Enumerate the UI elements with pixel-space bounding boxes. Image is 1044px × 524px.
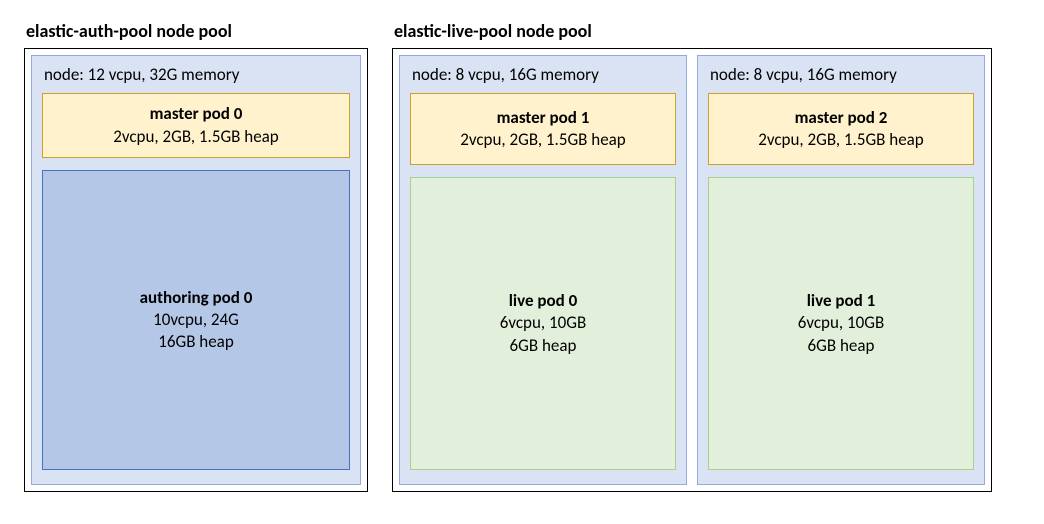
node-auth-0-label: node: 12 vcpu, 32G memory	[42, 64, 350, 85]
authoring-pod-0-title: authoring pod 0	[140, 287, 253, 309]
live-pod-1: live pod 1 6vcpu, 10GB 6GB heap	[708, 177, 974, 470]
master-pod-0-spec: 2vcpu, 2GB, 1.5GB heap	[113, 126, 278, 148]
master-pod-2-spec: 2vcpu, 2GB, 1.5GB heap	[758, 129, 923, 151]
pool-live-box: node: 8 vcpu, 16G memory master pod 1 2v…	[392, 48, 992, 492]
live-pod-0: live pod 0 6vcpu, 10GB 6GB heap	[410, 177, 676, 470]
live-pod-1-spec1: 6vcpu, 10GB	[798, 312, 884, 334]
node-live-0-label: node: 8 vcpu, 16G memory	[410, 64, 676, 85]
authoring-pod-0-spec2: 16GB heap	[158, 331, 234, 353]
master-pod-2: master pod 2 2vcpu, 2GB, 1.5GB heap	[708, 93, 974, 165]
live-pod-0-title: live pod 0	[509, 290, 577, 312]
pool-live-title: elastic-live-pool node pool	[392, 20, 992, 42]
master-pod-0: master pod 0 2vcpu, 2GB, 1.5GB heap	[42, 93, 350, 158]
pools-container: elastic-auth-pool node pool node: 12 vcp…	[24, 20, 1020, 492]
pool-auth-title: elastic-auth-pool node pool	[24, 20, 368, 42]
node-live-1: node: 8 vcpu, 16G memory master pod 2 2v…	[697, 55, 985, 485]
live-pod-1-spec2: 6GB heap	[808, 335, 875, 357]
master-pod-1-spec: 2vcpu, 2GB, 1.5GB heap	[460, 129, 625, 151]
live-pod-0-spec2: 6GB heap	[510, 335, 577, 357]
pool-auth-box: node: 12 vcpu, 32G memory master pod 0 2…	[24, 48, 368, 492]
live-pod-0-spec1: 6vcpu, 10GB	[500, 312, 586, 334]
node-live-0: node: 8 vcpu, 16G memory master pod 1 2v…	[399, 55, 687, 485]
pool-auth: elastic-auth-pool node pool node: 12 vcp…	[24, 20, 368, 492]
master-pod-1-title: master pod 1	[497, 107, 590, 129]
live-pod-1-title: live pod 1	[807, 290, 875, 312]
pool-live: elastic-live-pool node pool node: 8 vcpu…	[392, 20, 992, 492]
authoring-pod-0-spec1: 10vcpu, 24G	[153, 309, 239, 331]
authoring-pod-0: authoring pod 0 10vcpu, 24G 16GB heap	[42, 170, 350, 470]
master-pod-1: master pod 1 2vcpu, 2GB, 1.5GB heap	[410, 93, 676, 165]
node-auth-0: node: 12 vcpu, 32G memory master pod 0 2…	[31, 55, 361, 485]
node-live-1-label: node: 8 vcpu, 16G memory	[708, 64, 974, 85]
master-pod-2-title: master pod 2	[795, 107, 888, 129]
master-pod-0-title: master pod 0	[150, 103, 243, 125]
